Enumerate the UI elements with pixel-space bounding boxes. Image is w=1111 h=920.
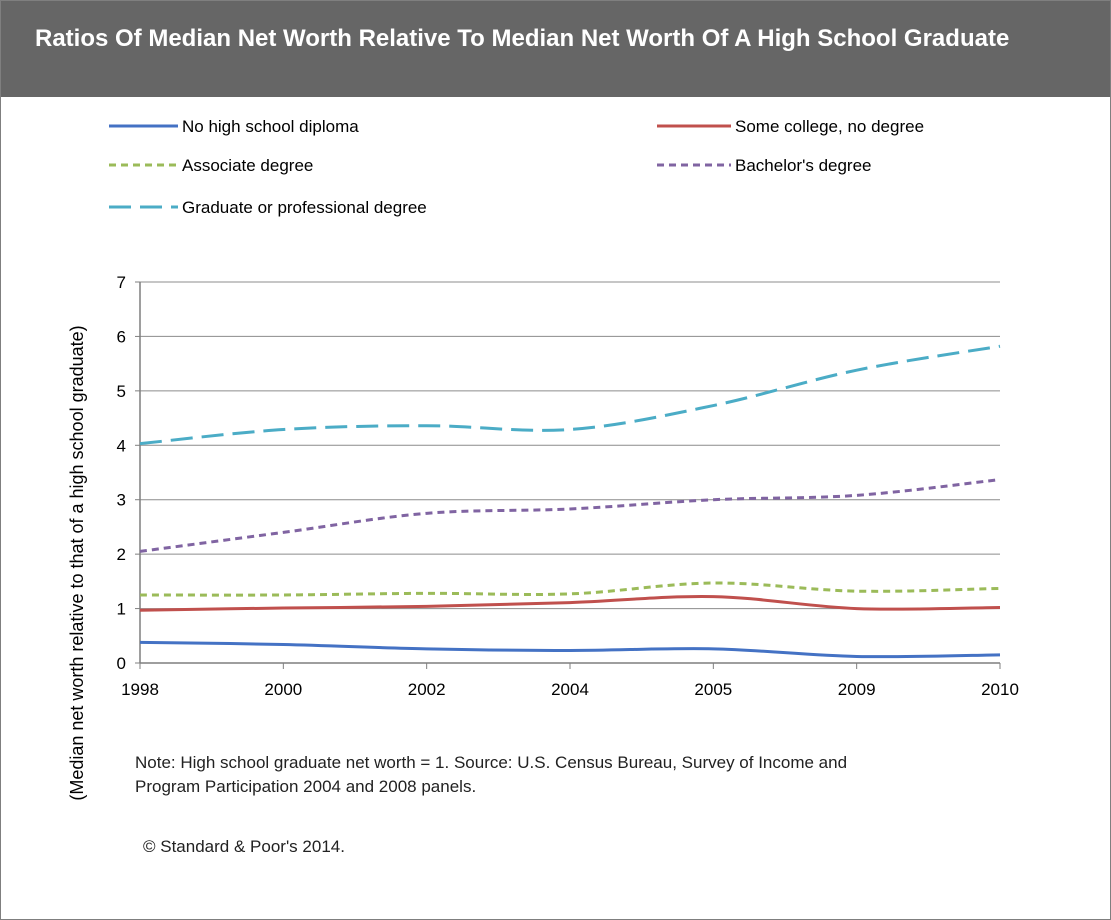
- legend-label: Graduate or professional degree: [182, 198, 427, 217]
- legend-label: Some college, no degree: [735, 117, 924, 136]
- chart-title: Ratios Of Median Net Worth Relative To M…: [35, 25, 1010, 52]
- y-tick-label: 3: [117, 491, 126, 510]
- series-line-bachelor-s-degree: [139, 478, 1001, 553]
- y-tick-label: 5: [117, 382, 126, 401]
- series-line-associate-degree: [139, 581, 1001, 597]
- y-tick-labels: 0 1 2 3 4 5 6 7: [117, 273, 126, 673]
- note-line-1: Note: High school graduate net worth = 1…: [135, 753, 848, 772]
- legend-label: Associate degree: [182, 156, 313, 175]
- series-lines: [139, 344, 1001, 659]
- series-line-graduate-or-professional-degree: [139, 344, 1001, 446]
- x-tick-label: 2005: [694, 680, 732, 699]
- x-tick-label: 2004: [551, 680, 589, 699]
- copyright-notice: © Standard & Poor's 2014.: [143, 837, 345, 856]
- series-line-some-college-no-degree: [139, 594, 1001, 612]
- y-tick-label: 2: [117, 545, 126, 564]
- title-bar: Ratios Of Median Net Worth Relative To M…: [1, 1, 1110, 97]
- legend-label: Bachelor's degree: [735, 156, 872, 175]
- y-tick-label: 6: [117, 327, 126, 346]
- legend-label: No high school diploma: [182, 117, 359, 136]
- y-axis-label: (Median net worth relative to that of a …: [67, 325, 87, 800]
- legend: No high school diploma Some college, no d…: [109, 117, 924, 217]
- y-tick-label: 0: [117, 654, 126, 673]
- x-tick-label: 2000: [264, 680, 302, 699]
- x-tick-label: 1998: [121, 680, 159, 699]
- x-tick-labels: 1998 2000 2002 2004 2005 2009 2010: [121, 680, 1019, 699]
- x-tick-label: 2010: [981, 680, 1019, 699]
- note-line-2: Program Participation 2004 and 2008 pane…: [135, 777, 477, 796]
- gridlines: [140, 281, 1000, 610]
- x-tick-label: 2009: [838, 680, 876, 699]
- y-tick-label: 1: [117, 600, 126, 619]
- x-tick-label: 2002: [408, 680, 446, 699]
- axes: [135, 281, 1001, 669]
- y-tick-label: 7: [117, 273, 126, 292]
- y-tick-label: 4: [117, 436, 126, 455]
- series-line-no-high-school-diploma: [139, 640, 1001, 659]
